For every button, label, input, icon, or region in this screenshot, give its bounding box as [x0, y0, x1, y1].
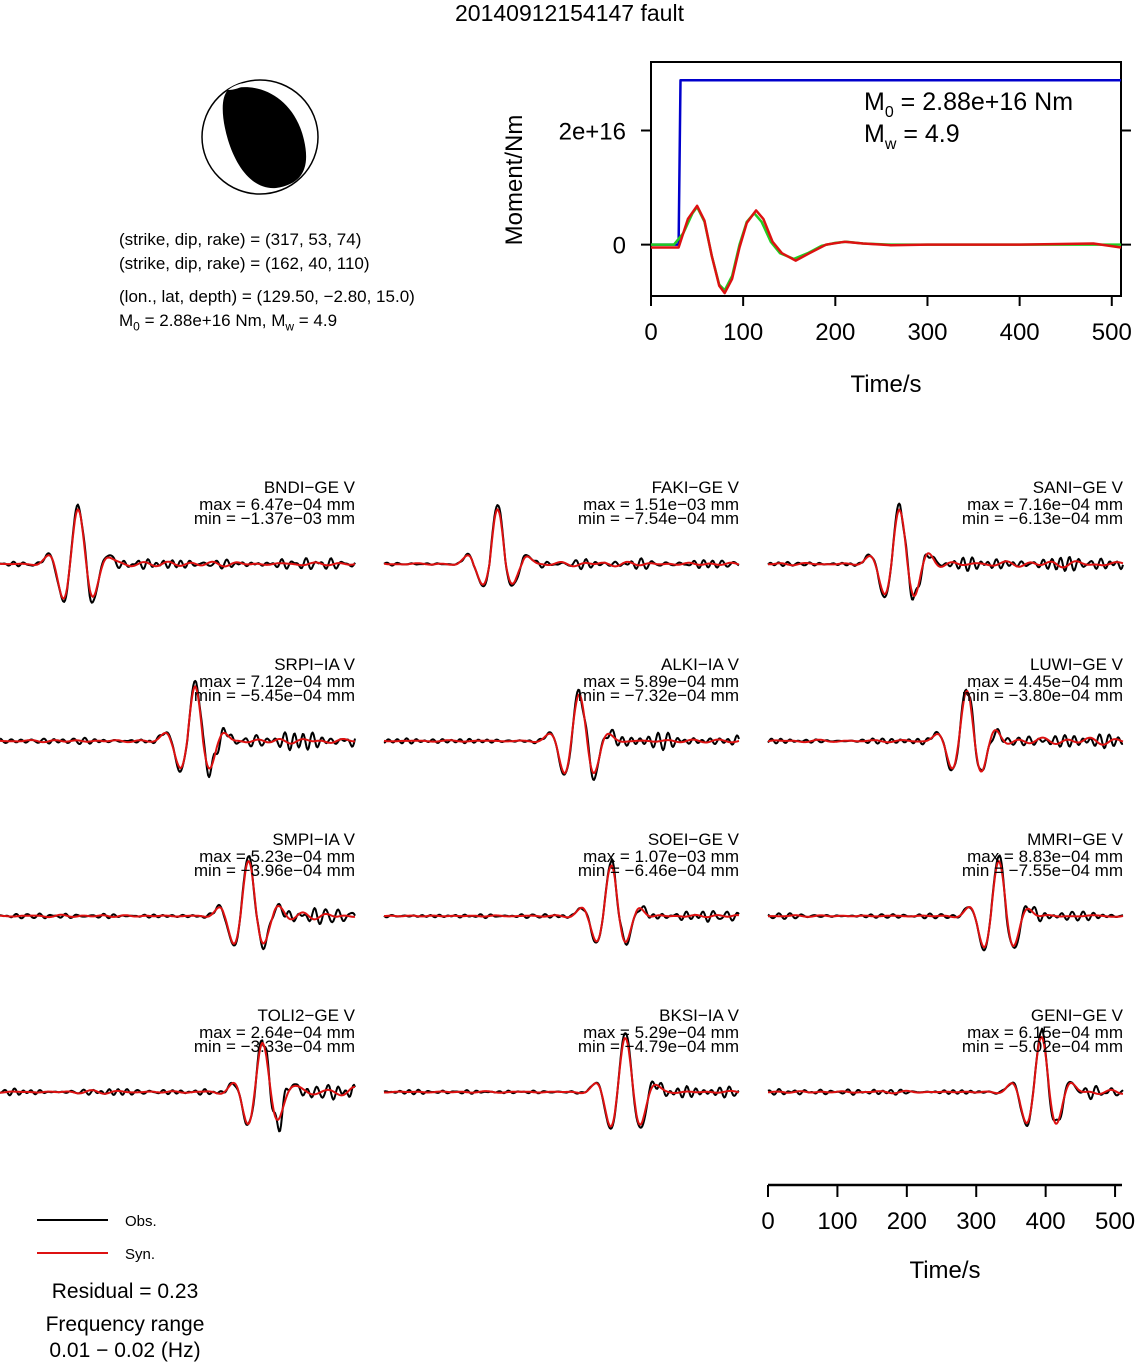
station-max: max = 5.23e−04 mm: [199, 847, 355, 866]
waveform-xtick-label: 0: [761, 1208, 774, 1235]
trace-syn-5: [767, 690, 1124, 773]
moment-summary-text: M0 = 2.88e+16 Nm, Mw = 4.9: [119, 311, 338, 334]
freq-range-value: 0.01 − 0.02 (Hz): [49, 1339, 201, 1362]
station-min: min = −7.55e−04 mm: [961, 861, 1123, 880]
station-max: max = 1.51e−03 mm: [583, 495, 739, 514]
station-name: LUWI−GE V: [1029, 655, 1123, 674]
trace-syn-2: [768, 508, 1124, 597]
trace-syn-11: [768, 1036, 1123, 1125]
station-min: min = −3.80e−04 mm: [961, 686, 1123, 705]
trace-obs-3: [0, 679, 356, 779]
trace-syn-0: [0, 508, 356, 600]
station-min: min = −6.13e−04 mm: [961, 509, 1123, 528]
waveform-xtick-label: 100: [817, 1208, 857, 1235]
focal-mechanism-beachball: [201, 79, 319, 195]
figure-title: 20140912154147 fault: [455, 0, 684, 26]
station-name: MMRI−GE V: [1027, 830, 1123, 849]
waveform-xtick-label: 400: [1026, 1208, 1066, 1235]
moment-xtick-label: 200: [815, 319, 855, 346]
station-min: min = −1.37e−03 mm: [193, 509, 355, 528]
plane2-text: (strike, dip, rake) = (162, 40, 110): [119, 254, 370, 273]
waveform-legend: Obs. Syn.: [37, 1213, 157, 1263]
legend-obs-label: Obs.: [125, 1213, 157, 1230]
station-name: ALKI−IA V: [661, 655, 739, 674]
waveform-xtick-label: 300: [956, 1208, 996, 1235]
trace-syn-4: [383, 693, 740, 775]
station-name: GENI−GE V: [1030, 1006, 1123, 1025]
station-name: FAKI−GE V: [651, 478, 739, 497]
moment-xtick-label: 0: [644, 319, 657, 346]
station-min: min = −6.46e−04 mm: [577, 861, 739, 880]
waveform-xlabel: Time/s: [909, 1257, 980, 1284]
station-name: BNDI−GE V: [263, 478, 355, 497]
moment-xtick-label: 500: [1092, 319, 1132, 346]
trace-syn-7: [383, 864, 740, 944]
station-max: max = 7.12e−04 mm: [199, 672, 355, 691]
station-name: SMPI−IA V: [272, 830, 355, 849]
moment-ytick-label: 0: [613, 233, 626, 260]
m0-annotation: M0 = 2.88e+16 Nm: [864, 88, 1073, 121]
moment-series-1: [651, 205, 1121, 292]
station-max: max = 2.64e−04 mm: [199, 1023, 355, 1042]
station-max: max = 5.29e−04 mm: [583, 1023, 739, 1042]
station-max: max = 6.47e−04 mm: [199, 495, 355, 514]
station-name: TOLI2−GE V: [257, 1006, 355, 1025]
station-min: min = −3.33e−04 mm: [193, 1037, 355, 1056]
moment-xtick-label: 100: [723, 319, 763, 346]
station-max: max = 5.89e−04 mm: [583, 672, 739, 691]
station-max: max = 4.45e−04 mm: [967, 672, 1123, 691]
moment-series-2: [651, 204, 1122, 295]
station-max: max = 6.15e−04 mm: [967, 1023, 1123, 1042]
moment-xtick-label: 400: [1000, 319, 1040, 346]
station-min: min = −4.79e−04 mm: [577, 1037, 739, 1056]
waveform-xtick-label: 500: [1095, 1208, 1135, 1235]
station-name: BKSI−IA V: [659, 1006, 739, 1025]
trace-syn-6: [0, 860, 356, 945]
mw-annotation: Mw = 4.9: [864, 120, 960, 153]
trace-syn-8: [768, 860, 1124, 949]
trace-syn-1: [383, 508, 740, 586]
residual-text: Residual = 0.23: [51, 1280, 199, 1303]
station-min: min = −7.32e−04 mm: [577, 686, 739, 705]
station-max: max = 7.16e−04 mm: [967, 495, 1123, 514]
station-name: SOEI−GE V: [647, 830, 739, 849]
freq-range-title: Frequency range: [45, 1313, 205, 1336]
station-min: min = −5.02e−04 mm: [961, 1037, 1123, 1056]
station-name: SRPI−IA V: [274, 655, 355, 674]
station-min: min = −5.45e−04 mm: [193, 686, 355, 705]
plane1-text: (strike, dip, rake) = (317, 53, 74): [119, 230, 362, 249]
moment-ytick-label: 2e+16: [559, 118, 626, 145]
location-text: (lon., lat, depth) = (129.50, −2.80, 15.…: [119, 287, 415, 306]
trace-syn-9: [0, 1041, 356, 1125]
legend-syn-label: Syn.: [125, 1246, 155, 1263]
moment-plot-frame: [650, 61, 1122, 297]
station-max: max = 1.07e−03 mm: [583, 847, 739, 866]
moment-ylabel: Moment/Nm: [501, 115, 528, 246]
station-max: max = 8.83e−04 mm: [967, 847, 1123, 866]
trace-syn-10: [383, 1037, 740, 1128]
station-name: SANI−GE V: [1032, 478, 1123, 497]
station-min: min = −3.96e−04 mm: [193, 861, 355, 880]
waveform-xtick-label: 200: [887, 1208, 927, 1235]
waveform-grid: 0 100 200 300 400 500 Time/s: [0, 502, 1135, 1284]
moment-xlabel: Time/s: [850, 371, 921, 398]
station-min: min = −7.54e−04 mm: [577, 509, 739, 528]
trace-syn-3: [0, 685, 355, 770]
moment-xtick-label: 300: [907, 319, 947, 346]
